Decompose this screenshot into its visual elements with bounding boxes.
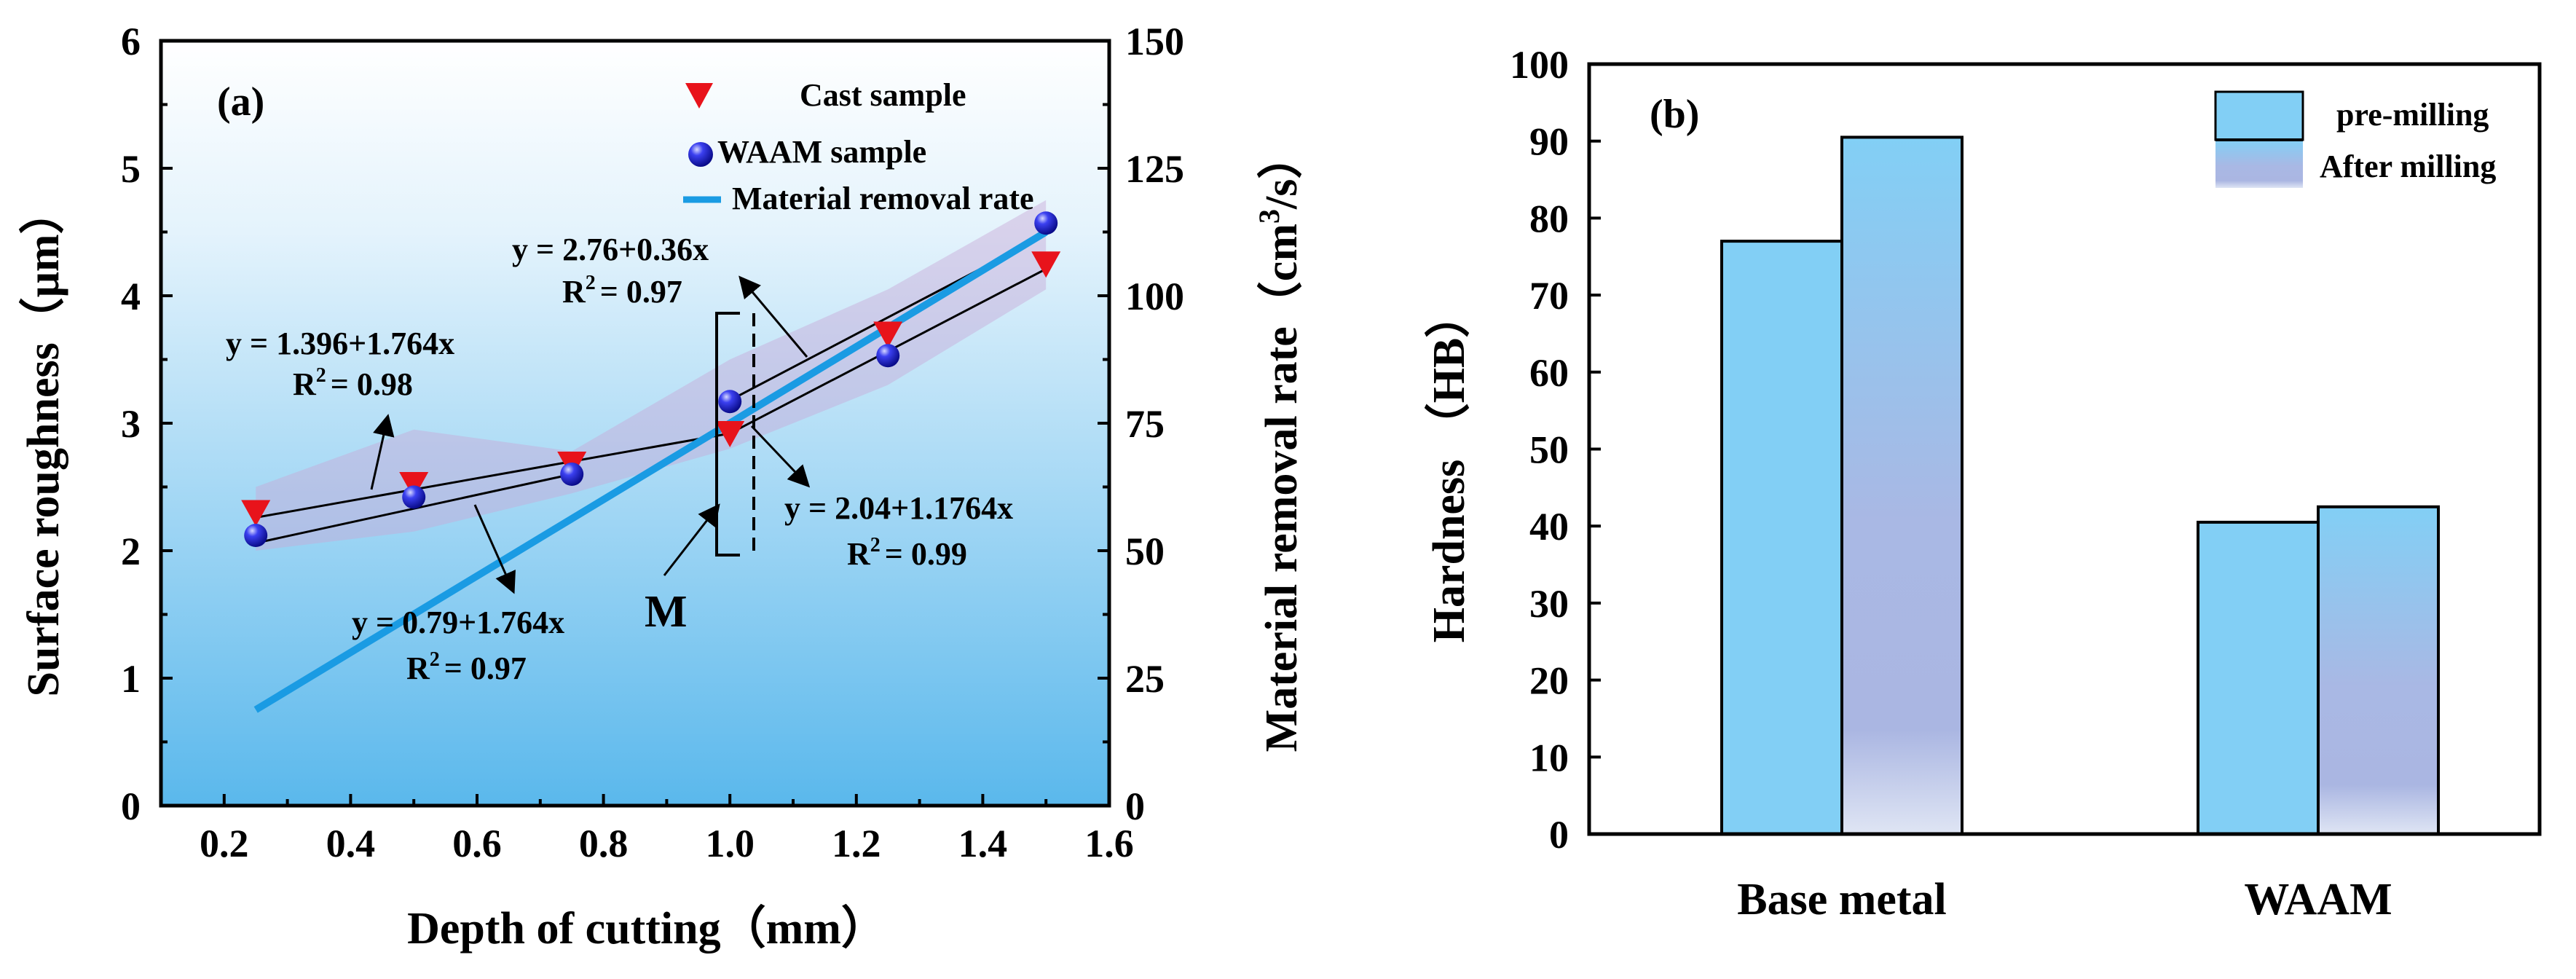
cast-sample-point [1031,251,1061,278]
chart-a-ticks: 0.2 0.4 0.6 0.8 1.0 1.2 1.4 1.60123456025507510… [121,20,1184,865]
x-tick-label: 0.8 [579,822,629,865]
y-tick-label: 30 [1529,582,1569,626]
chart-a-series-material-removal-rate-line [253,229,1048,713]
legend-pre-milling-swatch [2214,90,2304,141]
y-right-tick-label: 150 [1125,20,1184,63]
legend-after-milling-label: After milling [2320,149,2496,184]
y-right-tick-label: 100 [1125,275,1184,318]
annotation-eq-waam-low: y = 0.79+1.764x [352,605,564,640]
y-tick-label: 20 [1529,659,1569,703]
annotation-r2-cast-low: R2 = 0.98 [293,364,413,402]
y-tick-label: 70 [1529,274,1569,318]
chart-b-y-axis-title: Hardness （HB） [1423,293,1474,643]
legend-after-milling-swatch [2215,140,2303,188]
annotation-r2-cast-high: R2 = 0.99 [847,534,967,572]
y-right-tick-label: 125 [1125,147,1184,191]
chart-a-x-axis-title: Depth of cutting（mm） [407,903,886,954]
legend-waam-sample-marker [688,142,713,167]
cast-sample-point [241,500,271,527]
cast-sample-point [715,421,745,447]
waam-sample-point [718,390,742,414]
annotation-arrow-m [663,503,720,576]
annotation-eq-cast-low: y = 1.396+1.764x [226,326,454,361]
x-category-label: WAAM [2244,875,2392,924]
waam-sample-point [402,485,426,509]
bar-pre-milling [2197,520,2320,836]
y-tick-label: 10 [1529,736,1569,779]
annotation-eq-cast-high: y = 2.04+1.1764x [784,490,1013,526]
chart-a-plot-background [161,41,1109,806]
annotation-arrow-waam-high [738,275,808,358]
x-tick-label: 0.4 [326,822,376,865]
legend-material-removal-rate-label: Material removal rate [732,181,1034,216]
x-tick-label: 1.0 [705,822,755,865]
annotation-m-label: M [645,587,688,637]
annotation-r2-waam-high: R2 = 0.97 [562,272,682,310]
chart-a-y-axis-right-title: Material removal rate（cm3/s） [1253,134,1307,752]
y-tick-label: 60 [1529,351,1569,395]
y-tick-label: 100 [1510,43,1569,87]
waam-sample-point [244,524,268,547]
annotation-arrow-waam-low [473,504,516,594]
waam-sample-point [876,344,900,368]
chart-a-markers [241,211,1061,547]
y-right-tick-label: 0 [1125,785,1145,828]
x-tick-label: 0.2 [200,822,249,865]
chart-a-confidence-band [256,200,1047,551]
chart-b: Base metal WAAM 0 10 20 30 40 50 60 70 80 90 100 (b… [1423,43,2542,924]
y-left-tick-label: 4 [121,275,141,318]
chart-a-panel-label: (a) [217,79,264,125]
waam-sample-point [1034,211,1058,235]
annotation-arrow-cast-low [370,414,395,490]
chart-b-ticks: 0 10 20 30 40 50 60 70 80 90 100 [1510,43,2320,857]
y-tick-label: 50 [1529,428,1569,472]
y-right-tick-label: 25 [1125,657,1165,701]
y-tick-label: 90 [1529,120,1569,164]
x-tick-label: 0.6 [452,822,502,865]
annotation-arrow-cast-high [750,425,811,488]
x-tick-label: 1.4 [958,822,1008,865]
waam-sample-point [560,463,584,486]
y-left-tick-label: 0 [121,785,141,828]
x-category-label: Base metal [1737,875,1947,924]
annotation-r2-waam-low: R2 = 0.97 [406,648,527,686]
chart-a: 0.2 0.4 0.6 0.8 1.0 1.2 1.4 1.60123456025507510… [17,20,1307,954]
y-right-tick-label: 75 [1125,402,1165,446]
y-left-tick-label: 6 [121,20,141,63]
y-right-tick-label: 50 [1125,530,1165,573]
y-left-tick-label: 3 [121,402,141,446]
chart-b-panel-label: (b) [1650,92,1699,137]
y-tick-label: 0 [1549,813,1569,857]
cast-sample-point [873,321,903,348]
annotation-eq-waam-high: y = 2.76+0.36x [512,232,709,267]
y-left-tick-label: 5 [121,147,141,191]
y-left-tick-label: 1 [121,657,141,701]
chart-a-annotations: y = 1.396+1.764x R2 = 0.98 y = 0.79+1.764… [226,232,1013,686]
bar-after-milling [2317,505,2440,836]
chart-a-legend: Cast sample WAAM sample Material removal… [683,77,1034,216]
y-tick-label: 40 [1529,505,1569,549]
x-tick-label: 1.2 [832,822,881,865]
annotation-bracket-m [715,312,740,557]
x-tick-label: 1.6 [1084,822,1134,865]
y-left-tick-label: 2 [121,530,141,573]
bar-after-milling [1840,135,1963,836]
chart-a-y-axis-left-title: Surface roughness（μm） [17,189,68,696]
bar-pre-milling [1720,240,1843,836]
legend-cast-sample-label: Cast sample [800,77,966,113]
legend-pre-milling-label: pre-milling [2336,97,2489,133]
cast-sample-point [399,472,429,498]
legend-cast-sample-marker [685,83,713,109]
legend-waam-sample-label: WAAM sample [717,134,926,170]
chart-b-legend: pre-milling After milling [2214,90,2496,188]
fit-line [255,432,730,519]
chart-b-bars: Base metal WAAM [1720,135,2440,924]
y-tick-label: 80 [1529,197,1569,240]
